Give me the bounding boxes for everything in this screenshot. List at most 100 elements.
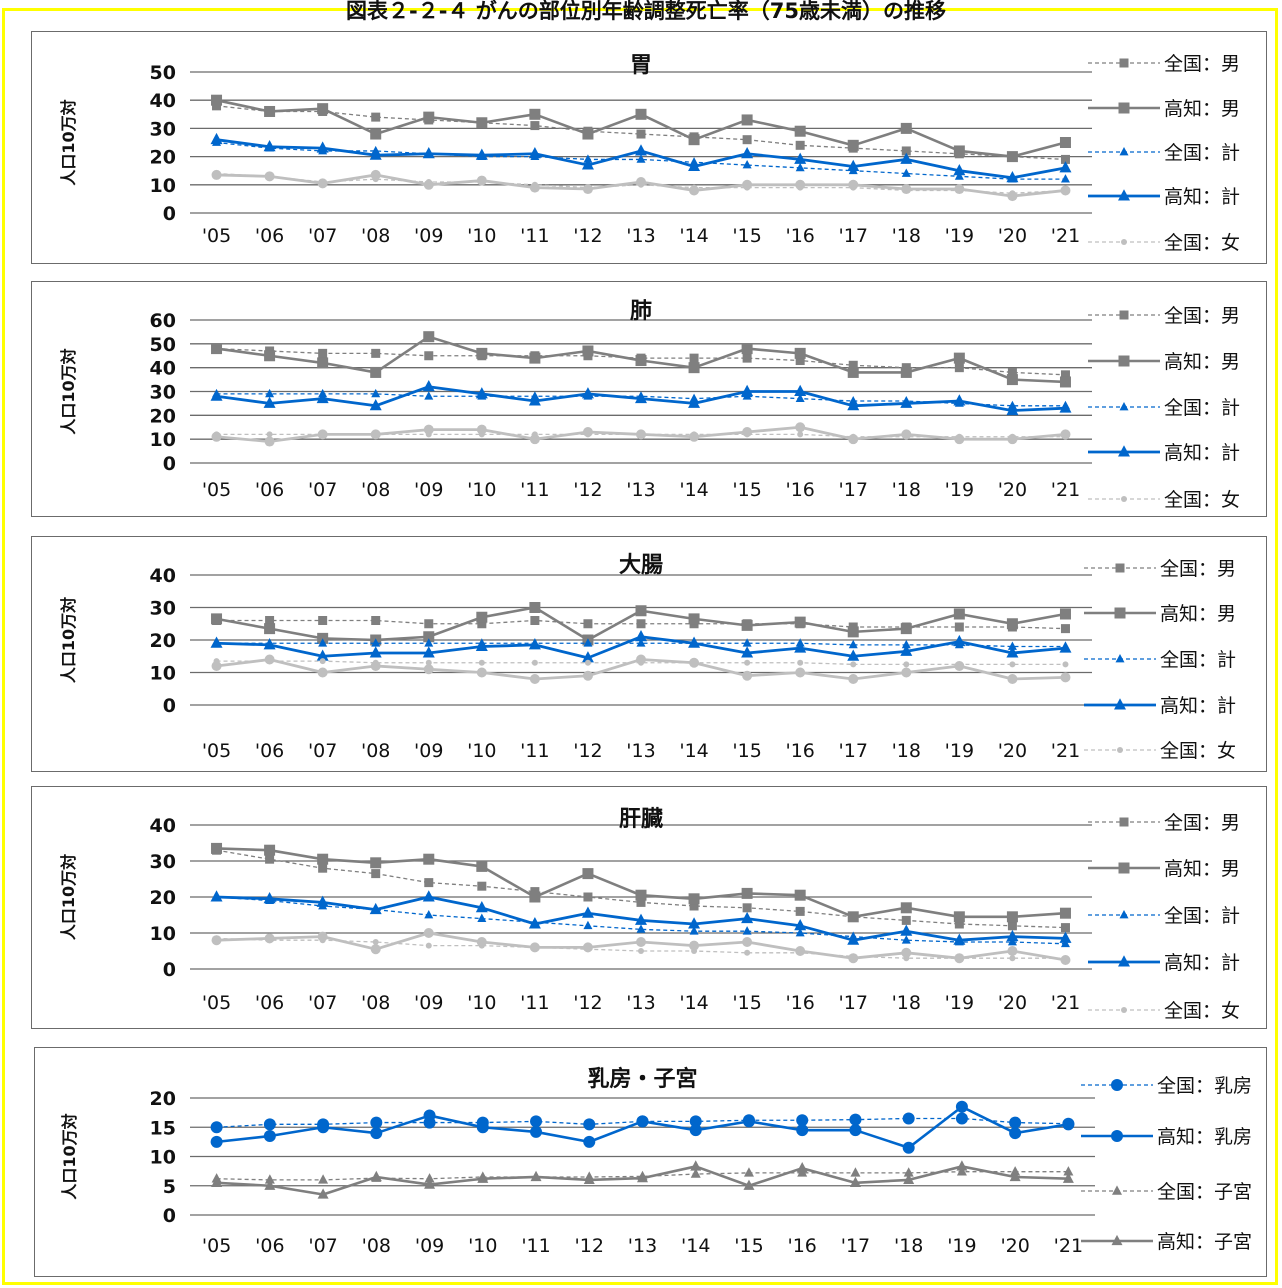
data-point <box>370 944 381 955</box>
data-point <box>1062 1118 1075 1131</box>
legend-entry-national-female: 全国：女 <box>1088 1000 1240 1022</box>
y-tick-label: 20 <box>150 147 176 169</box>
x-tick-label: '09 <box>414 225 443 247</box>
x-tick-label: '08 <box>362 1235 391 1257</box>
panel-liver: 0 10 20 30 40 '05 '06 '07 '08 '09 '10 '11 '12 '13 '14 '… <box>31 786 1267 1029</box>
x-tick-label: '10 <box>467 992 496 1014</box>
series-kochi-male <box>211 842 1071 923</box>
data-point <box>689 431 700 442</box>
x-tick-label: '10 <box>467 225 496 247</box>
data-point <box>1009 955 1016 962</box>
data-point <box>424 619 434 629</box>
data-point <box>370 1127 383 1140</box>
data-point <box>795 140 805 150</box>
x-tick-label: '16 <box>785 740 814 762</box>
data-point <box>635 605 647 617</box>
legend-label: 高知：男 <box>1164 858 1240 880</box>
data-point <box>530 616 540 625</box>
x-tick-label: '20 <box>998 740 1027 762</box>
legend-marker <box>1118 189 1130 201</box>
data-point <box>210 890 223 902</box>
data-point <box>1007 936 1017 946</box>
data-point <box>901 184 912 195</box>
data-point <box>900 623 912 635</box>
y-tick-label: 50 <box>150 334 176 356</box>
legend-entry-national-female: 全国：女 <box>1088 489 1240 511</box>
data-point <box>318 348 328 358</box>
data-point <box>318 863 328 873</box>
data-point <box>317 667 328 678</box>
data-point <box>795 667 806 678</box>
data-point <box>210 132 223 145</box>
data-point <box>369 148 382 160</box>
data-point <box>422 379 435 392</box>
data-point <box>210 636 223 648</box>
data-point <box>741 887 753 899</box>
page-title: 図表２-２-４ がんの部位別年齢調整死亡率（75歳未満）の推移 <box>346 0 946 23</box>
legend-entry-kochi-total: 高知：計 <box>1088 186 1240 208</box>
legend-entry-national-male: 全国：男 <box>1088 53 1240 75</box>
data-point <box>900 396 913 408</box>
x-tick-label: '15 <box>732 740 761 762</box>
data-point <box>1059 641 1072 653</box>
data-point <box>794 641 807 653</box>
y-tick-label: 50 <box>150 62 176 84</box>
data-point <box>636 897 646 907</box>
data-point <box>1007 674 1018 684</box>
series-kochi-female <box>211 422 1071 447</box>
data-point <box>742 926 752 935</box>
data-point <box>422 147 435 159</box>
data-point <box>369 646 382 658</box>
legend-marker <box>1118 445 1130 457</box>
data-point <box>636 924 646 933</box>
data-point <box>1006 929 1019 942</box>
data-point <box>741 911 754 924</box>
x-tick-label: '20 <box>1000 1235 1029 1257</box>
legend-entry-kochi-male: 高知：男 <box>1084 603 1236 625</box>
legend-marker <box>1119 310 1129 320</box>
data-point <box>636 176 646 187</box>
x-tick-label: '11 <box>521 1235 550 1257</box>
data-point <box>211 431 222 442</box>
data-point <box>318 638 328 647</box>
data-point <box>794 125 806 137</box>
x-tick-label: '19 <box>945 225 974 247</box>
data-point <box>742 638 752 647</box>
data-point <box>370 429 381 440</box>
data-point <box>317 853 329 865</box>
data-point <box>1059 401 1072 413</box>
data-point <box>583 1118 596 1131</box>
data-point <box>850 1167 861 1177</box>
data-point <box>529 108 541 120</box>
x-tick-label: '14 <box>679 992 708 1014</box>
legend-entry-national-male: 全国：男 <box>1088 812 1240 834</box>
data-point <box>264 1179 276 1190</box>
data-point <box>954 919 964 929</box>
x-tick-label: '16 <box>788 1235 817 1257</box>
legend-label: 全国：計 <box>1164 397 1240 419</box>
data-point <box>953 911 965 923</box>
legend-marker <box>1121 496 1127 502</box>
data-point <box>371 638 381 647</box>
data-point <box>583 638 593 647</box>
data-point <box>371 388 381 398</box>
x-tick-label: '13 <box>626 479 655 501</box>
data-point <box>901 915 911 925</box>
legend-entry-kochi-male: 高知：男 <box>1088 98 1240 120</box>
legend-label: 高知：乳房 <box>1157 1126 1252 1148</box>
y-tick-label: 60 <box>150 310 176 332</box>
data-point <box>583 619 593 629</box>
data-point <box>424 909 434 919</box>
x-tick-label: '14 <box>679 225 708 247</box>
x-tick-label: '09 <box>415 1235 444 1257</box>
series-line <box>216 937 1066 959</box>
data-point <box>476 1121 489 1134</box>
data-point <box>265 854 275 864</box>
legend-label: 全国：男 <box>1164 305 1240 327</box>
data-point <box>742 159 752 169</box>
series-kochi-breast <box>210 1100 1075 1154</box>
data-point <box>794 889 806 901</box>
legend-marker <box>1114 607 1126 619</box>
chart-title: 乳房・子宮 <box>587 1066 697 1092</box>
data-point <box>636 129 646 139</box>
